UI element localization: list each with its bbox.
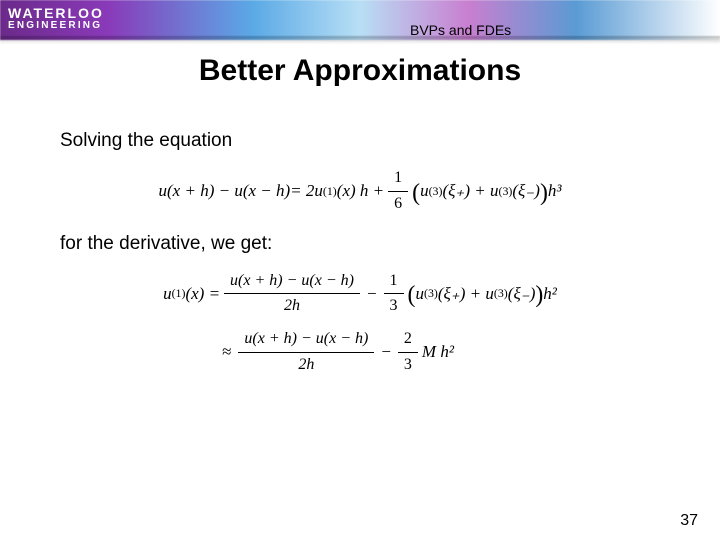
eq1-bigr: ) bbox=[540, 178, 548, 209]
eq3-frac23: 2 3 bbox=[398, 329, 418, 376]
eq1-bigl: ( bbox=[412, 178, 420, 209]
eq2-mid1: u bbox=[415, 283, 424, 305]
eq2-ximinus: (ξ₋) bbox=[508, 283, 536, 305]
eq1-frac1-den: 6 bbox=[388, 192, 408, 215]
eq2-bigl: ( bbox=[408, 280, 416, 311]
equation-3: ≈ u(x + h) − u(x − h) 2h − 2 3 M h² bbox=[163, 329, 454, 376]
eq1-frac1: 1 6 bbox=[388, 168, 408, 215]
eq3-M: M h² bbox=[422, 341, 454, 363]
eq2-lhssup: (1) bbox=[172, 286, 186, 301]
eq1-mid1: u bbox=[420, 180, 429, 202]
breadcrumb: BVPs and FDEs bbox=[410, 22, 511, 38]
eq1-ximinus: (ξ₋) bbox=[512, 180, 540, 202]
paragraph-2: for the derivative, we get: bbox=[60, 233, 660, 255]
eq1-t1: = 2u bbox=[290, 180, 323, 202]
eq1-t2: (x) h + bbox=[337, 180, 384, 202]
eq2-lhsu: u bbox=[163, 283, 172, 305]
eq3-frac23-num: 2 bbox=[398, 329, 418, 353]
eq2-lhstail: (x) = bbox=[185, 283, 220, 305]
equation-1: u(x + h) − u(x − h) = 2u(1) (x) h + 1 6 … bbox=[60, 168, 660, 215]
header-gradient bbox=[0, 0, 720, 40]
eq1-frac1-num: 1 bbox=[388, 168, 408, 192]
eq2-frac13: 1 3 bbox=[384, 271, 404, 318]
eq3-mainfrac-den: 2h bbox=[238, 353, 374, 376]
eq1-sup3a: (3) bbox=[429, 184, 443, 199]
eq3-frac23-den: 3 bbox=[398, 353, 418, 376]
eq2-mainfrac: u(x + h) − u(x − h) 2h bbox=[224, 271, 360, 318]
page-number: 37 bbox=[680, 512, 698, 530]
slide-content: Solving the equation u(x + h) − u(x − h)… bbox=[60, 130, 660, 394]
eq1-sup3b: (3) bbox=[498, 184, 512, 199]
eq3-mainfrac: u(x + h) − u(x − h) 2h bbox=[238, 329, 374, 376]
eq2-minus: − bbox=[364, 283, 380, 305]
eq2-xiplus: (ξ₊) + u bbox=[438, 283, 494, 305]
eq1-lhs: u(x + h) − u(x − h) bbox=[159, 180, 291, 202]
eq2-sup3b: (3) bbox=[494, 286, 508, 301]
eq1-sup1: (1) bbox=[323, 184, 337, 199]
eq2-sup3a: (3) bbox=[424, 286, 438, 301]
eq2-frac13-num: 1 bbox=[384, 271, 404, 295]
paragraph-1: Solving the equation bbox=[60, 130, 660, 152]
eq1-tail: h³ bbox=[548, 180, 562, 202]
page-title: Better Approximations bbox=[0, 54, 720, 88]
brand-bottom: ENGINEERING bbox=[8, 21, 104, 31]
eq2-bigr: ) bbox=[535, 280, 543, 311]
eq3-mainfrac-num: u(x + h) − u(x − h) bbox=[238, 329, 374, 353]
brand-logo: WATERLOO ENGINEERING bbox=[8, 6, 104, 31]
eq1-xiplus: (ξ₊) + u bbox=[442, 180, 498, 202]
eq3-approx: ≈ bbox=[219, 341, 234, 363]
equation-2: u(1) (x) = u(x + h) − u(x − h) 2h − 1 3 … bbox=[163, 271, 557, 318]
eq3-minus: − bbox=[378, 341, 394, 363]
eq2-frac13-den: 3 bbox=[384, 294, 404, 317]
equation-2-group: u(1) (x) = u(x + h) − u(x − h) 2h − 1 3 … bbox=[60, 271, 660, 376]
eq2-mainfrac-den: 2h bbox=[224, 294, 360, 317]
eq2-mainfrac-num: u(x + h) − u(x − h) bbox=[224, 271, 360, 295]
eq2-tail: h² bbox=[543, 283, 557, 305]
brand-top: WATERLOO bbox=[8, 6, 104, 20]
slide-header: WATERLOO ENGINEERING BVPs and FDEs bbox=[0, 0, 720, 56]
